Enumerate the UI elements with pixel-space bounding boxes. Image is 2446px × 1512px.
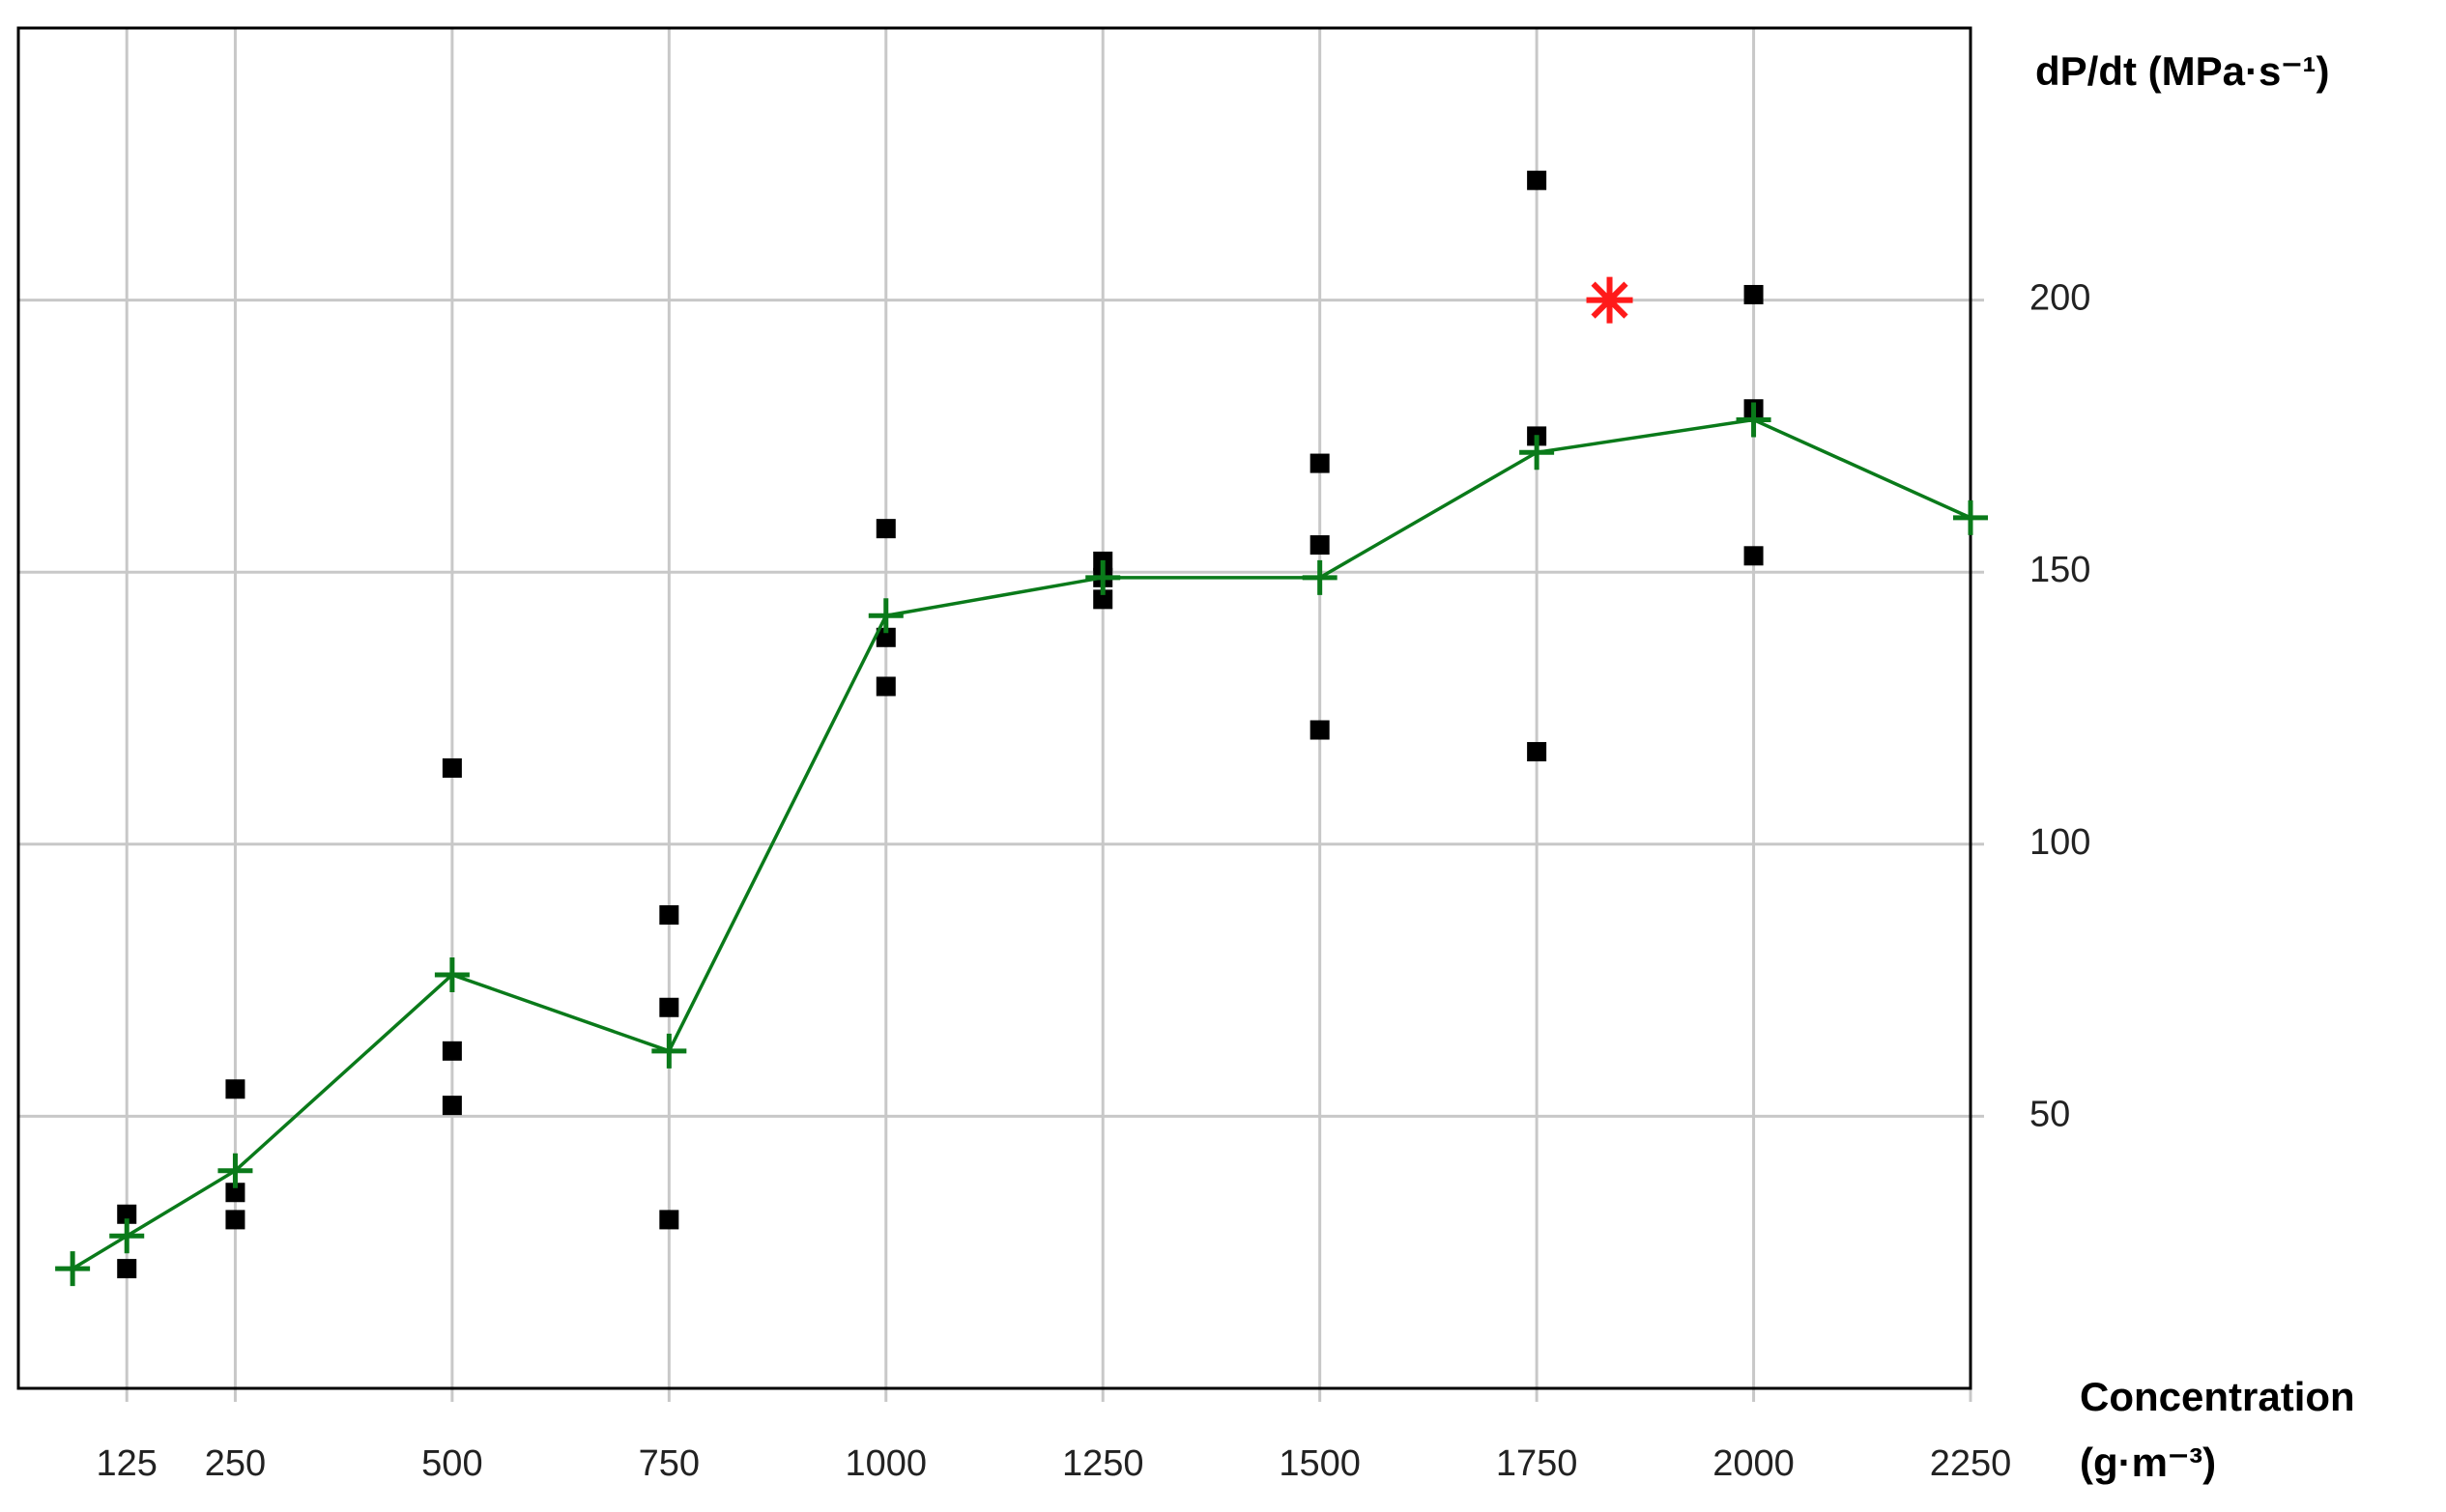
plus-marker <box>1519 435 1555 471</box>
x-tick-label: 250 <box>205 1443 266 1484</box>
square-marker <box>876 676 896 697</box>
square-marker <box>1743 284 1764 304</box>
square-marker <box>1527 742 1547 762</box>
plus-marker <box>109 1218 145 1254</box>
square-marker <box>1309 453 1330 473</box>
plus-marker <box>651 1033 687 1069</box>
x-tick-label: 1000 <box>846 1443 928 1484</box>
x-tick-label: 1500 <box>1279 1443 1361 1484</box>
y-tick-label: 150 <box>2029 550 2090 590</box>
plus-marker <box>434 956 470 992</box>
square-marker <box>225 1183 245 1203</box>
x-axis-title: (g·m⁻³) <box>2080 1440 2216 1485</box>
x-tick-label: 1750 <box>1496 1443 1578 1484</box>
square-marker <box>225 1210 245 1230</box>
plus-marker <box>217 1153 253 1188</box>
grid <box>18 28 1984 1402</box>
plus-marker <box>55 1251 91 1287</box>
square-marker <box>1309 720 1330 740</box>
asterisk-marker <box>1586 276 1633 324</box>
square-marker <box>442 757 462 778</box>
plus-marker <box>1302 559 1338 595</box>
square-marker <box>117 1204 137 1224</box>
x-tick-label: 750 <box>639 1443 700 1484</box>
plus-marker <box>1953 499 1988 535</box>
plus-marker <box>1736 402 1771 438</box>
x-tick-label: 1250 <box>1062 1443 1144 1484</box>
x-tick-label: 125 <box>97 1443 158 1484</box>
square-marker <box>225 1079 245 1099</box>
square-marker <box>1527 170 1547 190</box>
x-tick-label: 2250 <box>1930 1443 2012 1484</box>
square-marker <box>1093 589 1113 610</box>
square-marker <box>876 519 896 539</box>
plot-frame <box>16 26 1972 1390</box>
y-tick-label: 100 <box>2029 822 2090 863</box>
square-marker <box>117 1259 137 1279</box>
plus-marker <box>1085 559 1121 595</box>
square-marker <box>659 905 679 926</box>
square-marker <box>876 627 896 647</box>
square-marker <box>442 1041 462 1061</box>
y-tick-label: 50 <box>2029 1094 2070 1134</box>
square-marker <box>1309 535 1330 556</box>
square-marker <box>442 1096 462 1116</box>
y-tick-label: 200 <box>2029 278 2090 319</box>
x-axis-title: Concentration <box>2080 1374 2355 1419</box>
x-tick-label: 500 <box>421 1443 482 1484</box>
y-axis-title: dP/dt (MPa·s⁻¹) <box>2035 48 2329 94</box>
square-marker <box>659 997 679 1017</box>
plus-marker <box>868 598 904 634</box>
square-marker <box>659 1210 679 1230</box>
x-tick-label: 2000 <box>1712 1443 1795 1484</box>
square-marker <box>1743 546 1764 566</box>
